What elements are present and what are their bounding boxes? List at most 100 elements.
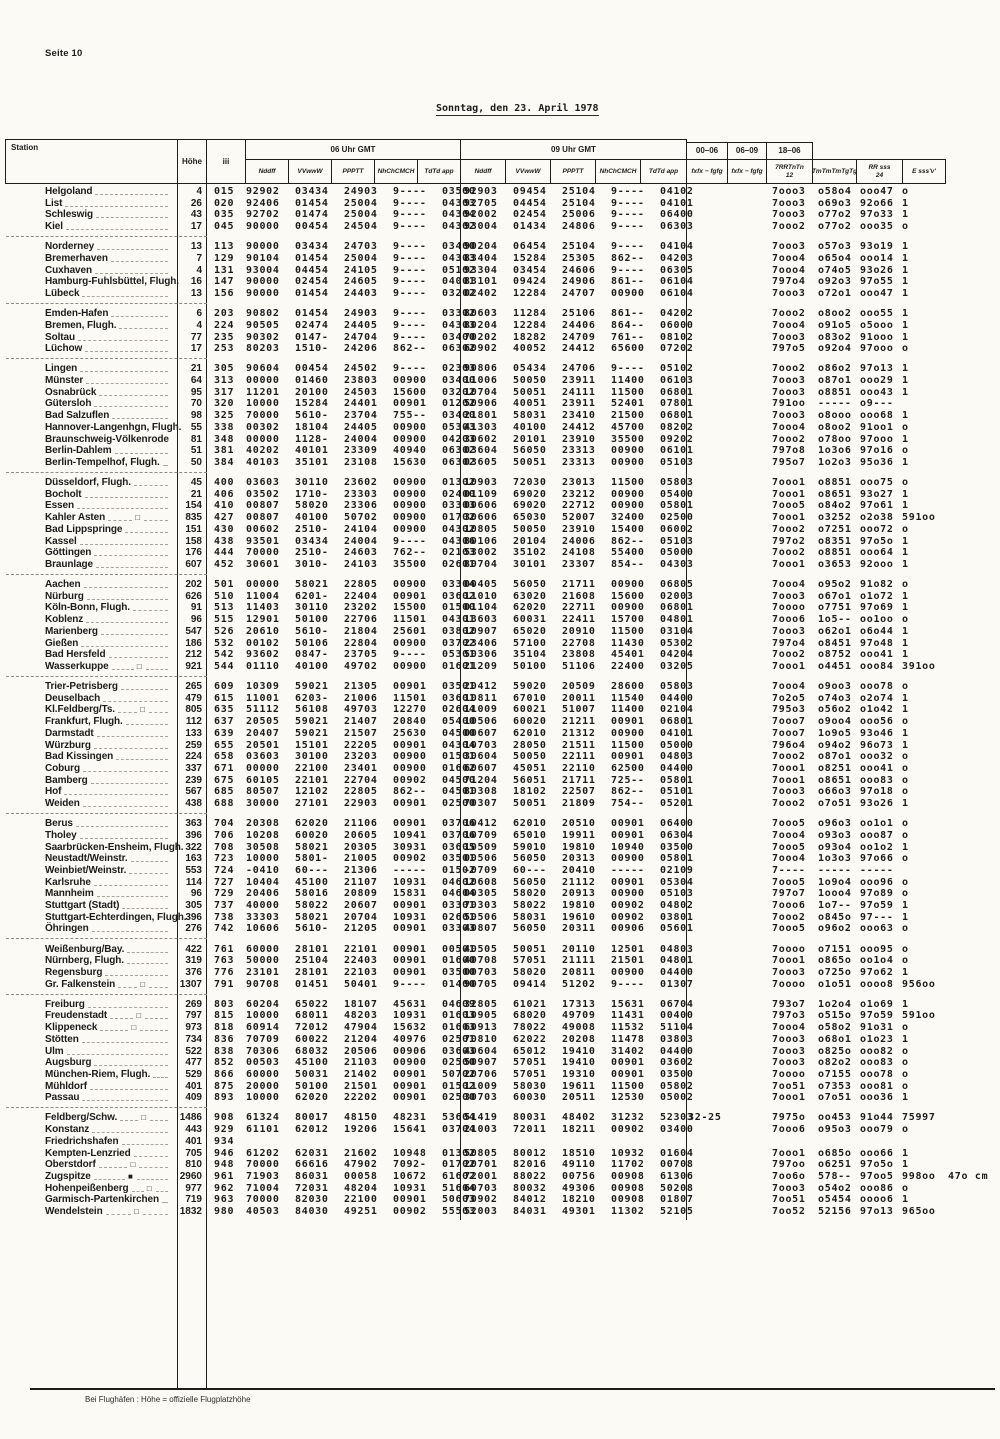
station-name: Weiden	[45, 798, 80, 809]
station-name: Hof	[45, 786, 62, 798]
obs-09utc-group-0: 10805	[464, 523, 498, 535]
station-index-iii: 818	[214, 1022, 235, 1034]
obs-06utc-group-1: 56108	[295, 704, 329, 716]
station-name-cell: Lübeck	[45, 288, 170, 299]
state-of-ground: 1	[902, 911, 909, 923]
station-name-cell: Zugspitze ■	[45, 1171, 170, 1182]
station-elevation: 553	[185, 864, 202, 876]
obs-06utc-group-0: 20610	[246, 625, 280, 637]
obs-06utc-group-0: 90000	[246, 288, 280, 299]
obs-06utc-group-1: 1710-	[295, 488, 329, 500]
obs-09utc-group-3: 28600	[611, 681, 645, 692]
obs-09utc-group-1: 80031	[513, 1112, 547, 1124]
station-index-iii: 305	[214, 363, 235, 375]
obs-09utc-group-1: 57100	[513, 637, 547, 649]
station-index-iii: 761	[214, 943, 235, 955]
obs-09utc-group-1: 11284	[513, 308, 547, 320]
obs-06utc-group-2: 21804	[344, 625, 378, 637]
obs-09utc-group-4: 03205	[660, 660, 694, 672]
tmtm-tgtg-group: o72o1	[818, 288, 852, 299]
state-of-ground: o	[902, 955, 909, 967]
dotted-leader	[120, 689, 168, 690]
station-name: Kahler Asten	[45, 512, 106, 524]
dotted-leader	[125, 531, 168, 533]
obs-09utc-group-4: 05802	[660, 1080, 694, 1092]
table-row: Essen 154 410 00807 58020 23306 00900 03303 0060…	[0, 500, 1000, 512]
obs-06utc-group-4: 04203	[442, 433, 476, 445]
obs-06utc-group-2: 24703	[344, 241, 378, 253]
station-name: Freudenstadt	[45, 1010, 108, 1022]
dotted-leader	[86, 383, 168, 384]
obs-09utc-group-0: 10704	[464, 386, 498, 398]
obs-06utc-group-4: 06302	[442, 445, 476, 457]
station-name: Deuselbach	[45, 692, 101, 704]
dotted-leader	[162, 464, 168, 466]
7rrtntn-group: 7ooo2	[772, 547, 806, 559]
obs-09utc-group-1: 69020	[513, 500, 547, 512]
obs-06utc-group-3: 9----	[393, 535, 427, 547]
obs-06utc-group-0: 92702	[246, 209, 280, 221]
station-name-cell: List	[45, 198, 170, 209]
obs-09utc-group-2: 23911	[562, 398, 596, 410]
obs-06utc-group-0: 61324	[246, 1112, 280, 1124]
station-index-iii: 452	[214, 558, 235, 570]
obs-06utc-group-4: 04302	[442, 523, 476, 535]
station-index-iii: 406	[214, 488, 235, 500]
obs-06utc-group-1: 03434	[295, 241, 329, 253]
obs-09utc-group-3: 21501	[611, 955, 645, 967]
obs-09utc-group-0: 00405	[464, 579, 498, 590]
station-name: Bad Lippspringe	[45, 523, 123, 535]
rr-sss-24h-group: ooo83	[860, 774, 894, 786]
rr-sss-24h-group: oo1oo	[860, 614, 894, 626]
obs-06utc-group-3: 7092-	[393, 1159, 427, 1171]
rr-sss-24h-group: ooo96	[860, 876, 894, 888]
obs-09utc-group-4: 05801	[660, 853, 694, 865]
dotted-leader	[94, 1065, 168, 1067]
obs-09utc-group-0: 00305	[464, 888, 498, 900]
rr-sss-24h-group: o9---	[860, 398, 894, 410]
station-name: Hannover-Langenhgn, Flugh.	[45, 421, 182, 433]
obs-06utc-group-0: 80203	[246, 343, 280, 355]
obs-09utc-group-1: 58022	[513, 900, 547, 911]
dotted-leader	[120, 1120, 139, 1122]
obs-09utc-group-2: 23910	[562, 523, 596, 535]
tmtm-tgtg-group: o66o3	[818, 786, 852, 798]
obs-09utc-group-0: 92002	[464, 209, 498, 221]
obs-09utc-group-0: 50306	[464, 649, 498, 661]
station-index-iii: 035	[214, 209, 235, 221]
state-of-ground: o	[902, 762, 909, 774]
obs-06utc-group-4: 50603	[442, 1194, 476, 1206]
obs-09utc-group-1: 35102	[513, 547, 547, 559]
station-index-iii: 253	[214, 343, 235, 355]
state-of-ground: 1	[902, 692, 909, 704]
station-name-cell: Gießen	[45, 638, 170, 649]
table-row: Klippeneck □ 973 818 60914 72012 47904 15632 016…	[0, 1022, 1000, 1034]
obs-06utc-group-0: 20407	[246, 727, 280, 739]
station-name-cell: Bocholt	[45, 489, 170, 500]
tmtm-tgtg-group: o6251	[818, 1159, 852, 1171]
station-index-iii: 708	[214, 841, 235, 853]
tmtm-tgtg-group: 1o7--	[818, 900, 852, 911]
rr-sss-24h-group: 97o55	[860, 276, 894, 288]
obs-09utc-group-0: 10506	[464, 716, 498, 728]
station-name-cell: Stuttgart (Stadt)	[45, 900, 170, 911]
obs-06utc-group-4: 02601	[442, 911, 476, 923]
station-name-cell: Deuselbach	[45, 693, 170, 704]
rr-sss-24h-group: ooo72	[860, 523, 894, 535]
obs-09utc-group-1: 45051	[513, 762, 547, 774]
station-name: Frankfurt, Flugh.	[45, 716, 123, 728]
state-of-ground: o	[902, 853, 909, 865]
station-name: Klippeneck	[45, 1022, 98, 1034]
rr-sss-24h-group: 93o27	[860, 488, 894, 500]
rr-sss-24h-group: oooo6	[860, 1194, 894, 1206]
obs-09utc-group-0: 21801	[464, 410, 498, 422]
dotted-leader	[126, 963, 168, 965]
dotted-leader	[80, 371, 168, 373]
station-elevation: 98	[190, 410, 202, 422]
table-row: Bocholt 21 406 03502 1710- 23303 00900 02400 011…	[0, 489, 1000, 501]
obs-09utc-group-0: 93304	[464, 264, 498, 276]
7rrtntn-group: 7ooo3	[772, 590, 806, 602]
obs-09utc-group-2: 19911	[562, 829, 596, 841]
station-index-iii: 963	[214, 1194, 235, 1206]
dotted-leader	[145, 668, 169, 670]
